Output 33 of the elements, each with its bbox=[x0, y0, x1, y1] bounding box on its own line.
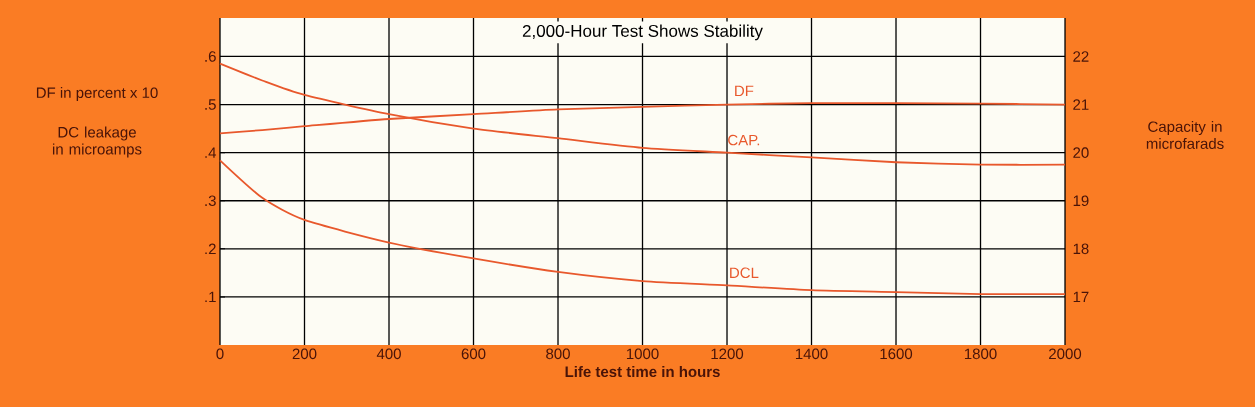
y2-axis-title: Capacity in microfarads bbox=[1146, 120, 1224, 149]
series-label: DCL bbox=[730, 267, 759, 279]
x-tick-label: 1400 bbox=[795, 348, 828, 360]
x-tick-label: 0 bbox=[216, 348, 224, 360]
x-tick-label: 1200 bbox=[711, 348, 744, 360]
x-tick-label: 1600 bbox=[880, 348, 913, 360]
chart-title: 2,000-Hour Test Shows Stability bbox=[522, 24, 763, 41]
y-tick-label: .5 bbox=[205, 99, 216, 110]
x-tick-label: 1800 bbox=[964, 348, 997, 360]
y2-tick-label: 21 bbox=[1073, 99, 1089, 110]
y-tick-label: .6 bbox=[205, 51, 216, 62]
y2-tick-label: 19 bbox=[1073, 195, 1089, 207]
y-tick-label: .1 bbox=[205, 291, 216, 303]
line-series bbox=[219, 159, 1066, 296]
x-tick-label: 2000 bbox=[1049, 348, 1082, 360]
y2-tick-label: 20 bbox=[1073, 147, 1089, 158]
y2-tick-label: 22 bbox=[1073, 51, 1089, 62]
x-tick-label: 800 bbox=[546, 348, 570, 360]
y2-tick-label: 17 bbox=[1073, 291, 1089, 303]
x-tick-label: 600 bbox=[461, 348, 486, 360]
y-axis-title: DF in percent x 10 bbox=[36, 87, 158, 101]
text: DC leakage in microamps bbox=[53, 126, 142, 158]
y-tick-label: .2 bbox=[205, 243, 216, 255]
x-tick-label: 400 bbox=[376, 348, 401, 360]
x-tick-label: 1000 bbox=[626, 348, 659, 360]
x-tick-label: 200 bbox=[292, 348, 317, 360]
line-series bbox=[219, 62, 1066, 166]
series-label: DF bbox=[735, 85, 754, 97]
y-tick-label: .4 bbox=[205, 147, 217, 158]
y-tick-label: .3 bbox=[205, 195, 216, 207]
x-axis-title: Life test time in hours bbox=[565, 366, 720, 378]
y2-tick-label: 18 bbox=[1073, 243, 1089, 255]
series-label: CAP. bbox=[728, 134, 760, 146]
